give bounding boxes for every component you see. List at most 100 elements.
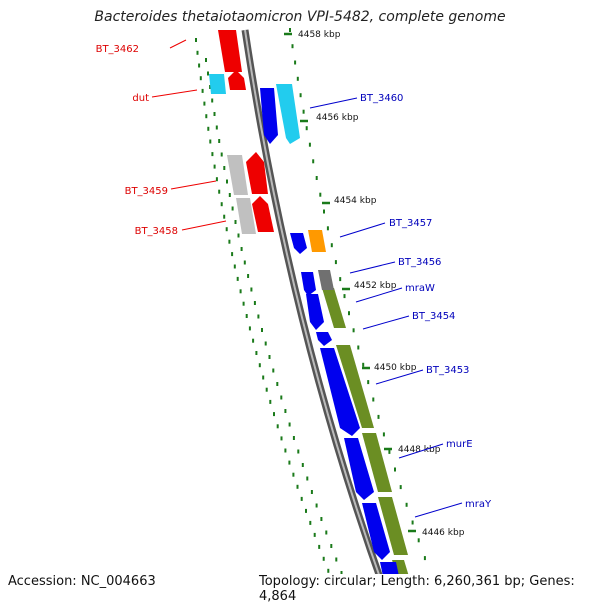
guide-dot [231,252,234,257]
guide-dot [196,50,199,55]
guide-dot [220,152,223,157]
guide-dot [411,520,414,525]
gene-label-BT_3457: BT_3457 [389,218,432,229]
dark-BT_3456 [318,270,334,290]
dotted-guides [195,28,439,602]
guide-dot [291,44,294,49]
guide-dot [226,179,228,184]
guide-dot [305,126,308,131]
guide-dot [315,176,318,180]
guide-dot [313,532,316,537]
guide-dot [292,436,295,440]
guide-dot [362,362,365,367]
gene-label-murE: murE [446,439,473,450]
guide-dot [264,341,267,346]
guide-dot [299,93,302,98]
guide-dot [220,202,223,207]
guide-dot [305,508,307,513]
guide-dot [215,177,218,182]
scale-label: 4448 kbp [398,445,441,455]
guide-dot [205,58,207,62]
guide-dot [242,301,245,306]
genome-summary-text: Topology: circular; Length: 6,260,361 bp… [259,574,600,604]
guide-dot [223,214,226,219]
guide-dot [423,556,426,561]
guide-dot [343,294,346,299]
gene-BT_3459 [246,152,268,194]
guide-dot [265,387,268,392]
guide-dot [240,247,243,251]
pseudo-block-1 [227,155,248,195]
guide-dot [209,85,212,89]
guide-dot [310,490,313,494]
guide-dot [276,424,279,429]
guide-dot [258,363,261,368]
guide-dot [297,449,300,454]
genome-backbone [241,29,392,602]
gene-label-BT_3459: BT_3459 [125,186,168,197]
gene-label-mraW: mraW [405,283,435,294]
right-labels: BT_3460 BT_3457 BT_3456 mraW BT_3454 BT_… [360,93,492,510]
guide-dot [394,467,396,472]
guide-dot [292,472,295,477]
guide-dot [289,28,291,32]
guide-dot [203,101,206,106]
gene-label-BT_3460: BT_3460 [360,93,403,104]
guide-dot [273,412,275,417]
gene-BT_3456 [301,272,316,296]
guide-dot [253,301,256,305]
guide-dot [301,463,304,467]
guide-dot [330,243,333,248]
guide-dot [218,139,221,143]
guide-dot [399,485,402,490]
scale-label: 4450 kbp [374,363,417,373]
reverse-strand-genes [209,30,274,234]
guide-dot [309,520,312,525]
guide-dot [280,395,283,400]
guide-dot [296,76,299,81]
pseudo-block-2 [236,198,256,234]
guide-dot [268,355,271,359]
gene-BT_3460 [260,88,278,144]
right-leader-lines [309,97,463,518]
guide-dot [382,432,385,437]
guide-dot [262,375,265,380]
guide-dot [248,326,251,331]
scale-label: 4458 kbp [298,30,341,40]
guide-dot [211,152,214,157]
gene-label-mraY: mraY [465,499,492,510]
gene-label-BT_3462: BT_3462 [96,44,139,55]
guide-dot [296,484,299,489]
gene-BT_3454 [316,332,332,346]
scale-label: 4454 kbp [334,196,377,206]
scale-label: 4456 kbp [316,113,359,123]
guide-dot [308,142,311,147]
guide-dot [207,71,209,76]
guide-dot [377,414,380,419]
guide-dot [294,60,297,65]
guide-dot [233,264,236,269]
guide-dot [218,189,221,194]
guide-dot [223,166,226,170]
guide-dot [252,338,255,343]
guide-dot [388,449,391,454]
guide-dot [237,233,240,238]
guide-dot [322,556,325,561]
guide-dot [245,314,248,318]
left-leader-lines [151,39,227,231]
guide-dot [288,460,291,465]
guide-dot [250,287,253,292]
left-labels: BT_3462 dut BT_3459 BT_3458 [96,44,178,237]
guide-dot [272,368,275,373]
gene-BT_3457 [290,233,307,254]
guide-dot [198,63,201,68]
guide-dot [325,530,328,535]
guide-dot [228,193,231,197]
guide-dot [405,502,408,507]
gene-BT_3462 [218,30,242,72]
guide-dot [269,399,272,404]
guide-dot [280,436,283,441]
guide-dot [312,159,315,164]
guide-dot [236,276,239,281]
guide-dot [352,328,355,333]
